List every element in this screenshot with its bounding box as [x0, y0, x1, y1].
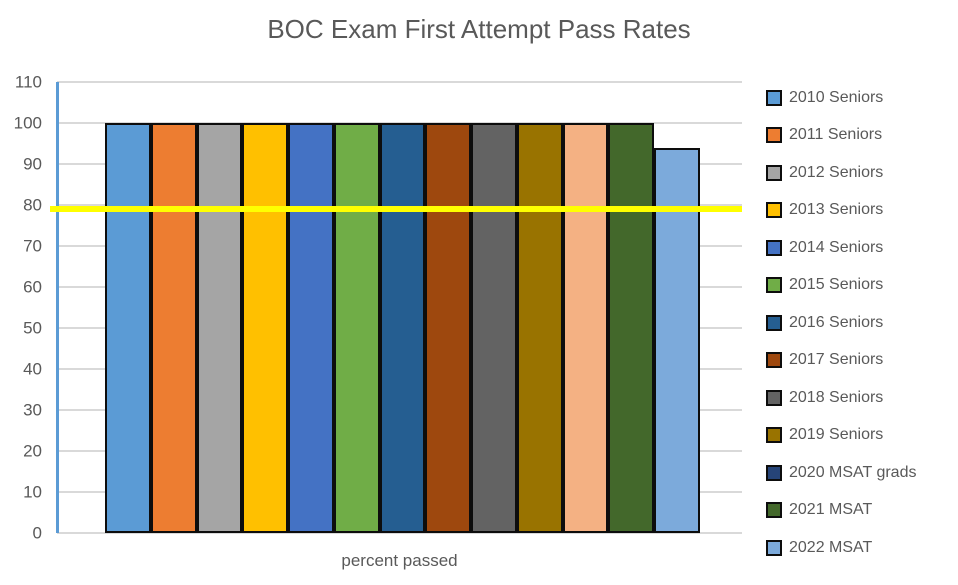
legend-item-2020-msat-grads: 2020 MSAT grads — [766, 454, 916, 492]
bar-2018-seniors — [471, 123, 517, 533]
y-tick-label-40: 40 — [23, 359, 42, 379]
legend-item-2017-seniors: 2017 Seniors — [766, 342, 916, 380]
legend-item-2016-seniors: 2016 Seniors — [766, 304, 916, 342]
legend-label: 2012 Seniors — [789, 163, 884, 181]
legend-swatch-icon — [766, 539, 782, 556]
legend-label: 2015 Seniors — [789, 276, 884, 294]
legend-item-2010-seniors: 2010 Seniors — [766, 79, 916, 117]
legend-label: 2014 Seniors — [789, 238, 884, 256]
legend-swatch-icon — [766, 464, 782, 481]
legend-label: 2013 Seniors — [789, 201, 884, 219]
bar-2013-seniors — [242, 123, 289, 533]
bar-2011-seniors — [150, 123, 197, 533]
y-tick-label-70: 70 — [23, 236, 42, 256]
legend-item-2012-seniors: 2012 Seniors — [766, 154, 916, 192]
y-tick-label-20: 20 — [23, 441, 42, 461]
bar-2019-seniors — [516, 123, 563, 533]
plot-area — [56, 81, 742, 534]
y-tick-label-80: 80 — [23, 195, 42, 215]
legend-item-2018-seniors: 2018 Seniors — [766, 379, 916, 417]
y-tick-label-30: 30 — [23, 400, 42, 420]
legend-swatch-icon — [766, 127, 782, 144]
x-axis-label: percent passed — [341, 551, 458, 570]
legend-swatch-icon — [766, 202, 782, 219]
legend: 2010 Seniors 2011 Seniors 2012 Seniors 2013… — [766, 79, 916, 567]
legend-swatch-icon — [766, 89, 782, 106]
bar-2021-msat — [608, 123, 655, 533]
legend-label: 2021 MSAT — [789, 501, 873, 519]
y-tick-label-0: 0 — [32, 523, 42, 543]
legend-label: 2020 MSAT grads — [789, 463, 917, 481]
legend-label: 2010 Seniors — [789, 88, 884, 106]
legend-swatch-icon — [766, 314, 782, 331]
bar-2015-seniors — [333, 123, 380, 533]
legend-label: 2019 Seniors — [789, 426, 884, 444]
legend-swatch-icon — [766, 352, 782, 369]
legend-label: 2016 Seniors — [789, 313, 884, 331]
legend-swatch-icon — [766, 427, 782, 444]
legend-swatch-icon — [766, 389, 782, 406]
legend-swatch-icon — [766, 502, 782, 519]
chart-title: BOC Exam First Attempt Pass Rates — [267, 14, 691, 44]
bar-2010-seniors — [105, 123, 151, 533]
bar-2020-msat-grads — [562, 123, 609, 533]
y-tick-label-60: 60 — [23, 277, 42, 297]
bar-2017-seniors — [425, 123, 472, 533]
legend-label: 2011 Seniors — [789, 126, 883, 144]
bar-2012-seniors — [196, 123, 243, 533]
legend-item-2014-seniors: 2014 Seniors — [766, 229, 916, 267]
legend-item-2019-seniors: 2019 Seniors — [766, 417, 916, 455]
legend-label: 2018 Seniors — [789, 388, 884, 406]
legend-swatch-icon — [766, 277, 782, 294]
legend-label: 2022 MSAT — [789, 538, 873, 556]
bar-2014-seniors — [288, 123, 334, 533]
y-tick-label-10: 10 — [23, 482, 42, 502]
y-axis-tick-labels: 0 10 20 30 40 50 60 70 80 90 100 110 — [0, 74, 48, 542]
legend-swatch-icon — [766, 239, 782, 256]
bar-2022-msat — [654, 147, 700, 533]
bars-group — [105, 82, 700, 533]
y-tick-label-50: 50 — [23, 318, 42, 338]
legend-item-2013-seniors: 2013 Seniors — [766, 192, 916, 230]
legend-item-2015-seniors: 2015 Seniors — [766, 267, 916, 305]
y-tick-label-100: 100 — [13, 113, 42, 133]
legend-item-2011-seniors: 2011 Seniors — [766, 117, 916, 155]
y-tick-label-90: 90 — [23, 154, 42, 174]
y-axis-line — [56, 82, 59, 533]
y-tick-label-110: 110 — [14, 72, 42, 92]
legend-item-2021-msat: 2021 MSAT — [766, 492, 916, 530]
legend-item-2022-msat: 2022 MSAT — [766, 529, 916, 567]
legend-label: 2017 Seniors — [789, 351, 884, 369]
legend-swatch-icon — [766, 164, 782, 181]
bar-2016-seniors — [379, 123, 426, 533]
